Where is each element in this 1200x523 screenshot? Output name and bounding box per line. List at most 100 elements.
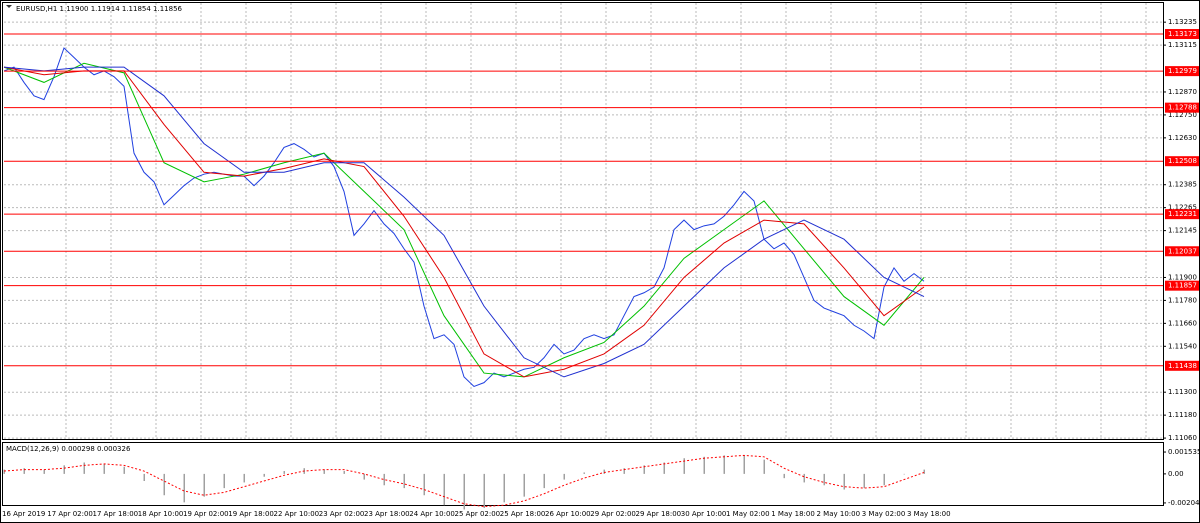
y-tick-label: 1.12750 (1168, 111, 1197, 119)
level-label: 1.13173 (1168, 30, 1197, 38)
macd-bar (503, 473, 505, 503)
x-tick-label: 18 Apr 10:00 (138, 510, 184, 518)
level-label-bg (1165, 102, 1199, 113)
macd-bar (103, 463, 105, 474)
macd-bar (383, 473, 385, 486)
x-tick-label: 23 Apr 02:00 (319, 510, 365, 518)
macd-bar (883, 473, 885, 486)
x-tick-label: 1 May 18:00 (771, 510, 815, 518)
macd-bar (3, 469, 5, 474)
x-tick-label: 3 May 18:00 (907, 510, 951, 518)
y-tick-label: -0.002041 (1168, 499, 1200, 507)
macd-bar (683, 458, 685, 474)
macd-title: MACD(12,26,9) 0.000298 0.000326 (6, 445, 131, 453)
x-tick-label: 23 Apr 18:00 (364, 510, 410, 518)
y-tick-label: 0.001535 (1168, 448, 1200, 456)
y-tick-label: 1.13115 (1168, 41, 1197, 49)
macd-bar (743, 455, 745, 474)
macd-bar (803, 473, 805, 483)
moving-average (3, 66, 925, 378)
macd-bar (263, 473, 265, 477)
macd-bar (283, 471, 285, 474)
level-label: 1.12788 (1168, 104, 1197, 112)
macd-bar (463, 473, 465, 510)
chart-title: EURUSD,H1 1.11900 1.11914 1.11854 1.1185… (16, 5, 183, 13)
level-label-bg (1165, 209, 1199, 220)
macd-bar (903, 473, 905, 475)
macd-bar (403, 473, 405, 489)
x-tick-label: 29 Apr 02:00 (590, 510, 636, 518)
y-tick-label: 1.11900 (1168, 273, 1197, 281)
macd-bar (323, 469, 325, 474)
macd-bar (363, 473, 365, 480)
level-label-bg (1165, 280, 1199, 291)
y-tick-label: 1.12385 (1168, 181, 1197, 189)
macd-bar (203, 473, 205, 497)
x-tick-label: 22 Apr 10:00 (274, 510, 320, 518)
y-tick-label: 0.00 (1168, 470, 1184, 478)
macd-bar (63, 465, 65, 474)
macd-bar (603, 469, 605, 474)
menu-icon[interactable] (6, 5, 12, 8)
x-tick-label: 24 Apr 10:00 (409, 510, 455, 518)
y-tick-label: 1.11180 (1168, 411, 1197, 419)
x-tick-label: 17 Apr 18:00 (93, 510, 139, 518)
x-tick-label: 30 Apr 10:00 (681, 510, 727, 518)
macd-bar (483, 473, 485, 509)
y-tick-label: 1.11780 (1168, 296, 1197, 304)
macd-bar (763, 459, 765, 474)
x-tick-label: 25 Apr 18:00 (500, 510, 546, 518)
macd-bar (43, 469, 45, 474)
x-tick-label: 1 May 02:00 (726, 510, 770, 518)
level-label-bg (1165, 66, 1199, 77)
macd-bar (583, 472, 585, 474)
level-label: 1.11438 (1168, 362, 1197, 370)
y-tick-label: 1.12265 (1168, 204, 1197, 212)
price-line (3, 47, 925, 388)
x-tick-label: 19 Apr 02:00 (183, 510, 229, 518)
signal-line (3, 454, 925, 508)
level-label-bg (1165, 360, 1199, 371)
macd-bar (23, 468, 25, 474)
macd-bar (703, 456, 705, 474)
macd-bar (163, 473, 165, 496)
macd-bar (563, 473, 565, 480)
level-label-bg (1165, 246, 1199, 257)
macd-bar (243, 473, 245, 483)
macd-bar (183, 473, 185, 503)
moving-average (3, 62, 925, 378)
macd-bar (423, 473, 425, 496)
level-label: 1.12508 (1168, 157, 1197, 165)
macd-bar (723, 455, 725, 474)
y-tick-label: 1.11660 (1168, 319, 1197, 327)
level-label-bg (1165, 29, 1199, 40)
level-label-bg (1165, 156, 1199, 167)
x-tick-label: 29 Apr 18:00 (636, 510, 682, 518)
macd-bar (663, 462, 665, 474)
x-tick-label: 16 Apr 2019 (2, 510, 45, 518)
main-panel (2, 2, 1164, 440)
macd-bar (543, 473, 545, 489)
macd-bar (823, 473, 825, 486)
x-tick-label: 17 Apr 02:00 (47, 510, 93, 518)
x-tick-label: 2 May 10:00 (817, 510, 861, 518)
macd-bar (343, 471, 345, 474)
level-label: 1.12979 (1168, 67, 1197, 75)
y-tick-label: 1.11300 (1168, 388, 1197, 396)
macd-bar (863, 473, 865, 489)
x-tick-label: 25 Apr 02:00 (455, 510, 501, 518)
y-tick-label: 1.11060 (1168, 434, 1197, 442)
macd-bar (123, 466, 125, 474)
y-tick-label: 1.12870 (1168, 88, 1197, 96)
macd-bar (443, 473, 445, 506)
y-tick-label: 1.13235 (1168, 18, 1197, 26)
macd-bar (643, 465, 645, 474)
macd-bar (923, 469, 925, 474)
y-tick-label: 1.12145 (1168, 227, 1197, 235)
macd-bar (143, 473, 145, 481)
y-tick-label: 1.11540 (1168, 342, 1197, 350)
level-label: 1.11857 (1168, 282, 1197, 290)
x-tick-label: 19 Apr 18:00 (228, 510, 274, 518)
